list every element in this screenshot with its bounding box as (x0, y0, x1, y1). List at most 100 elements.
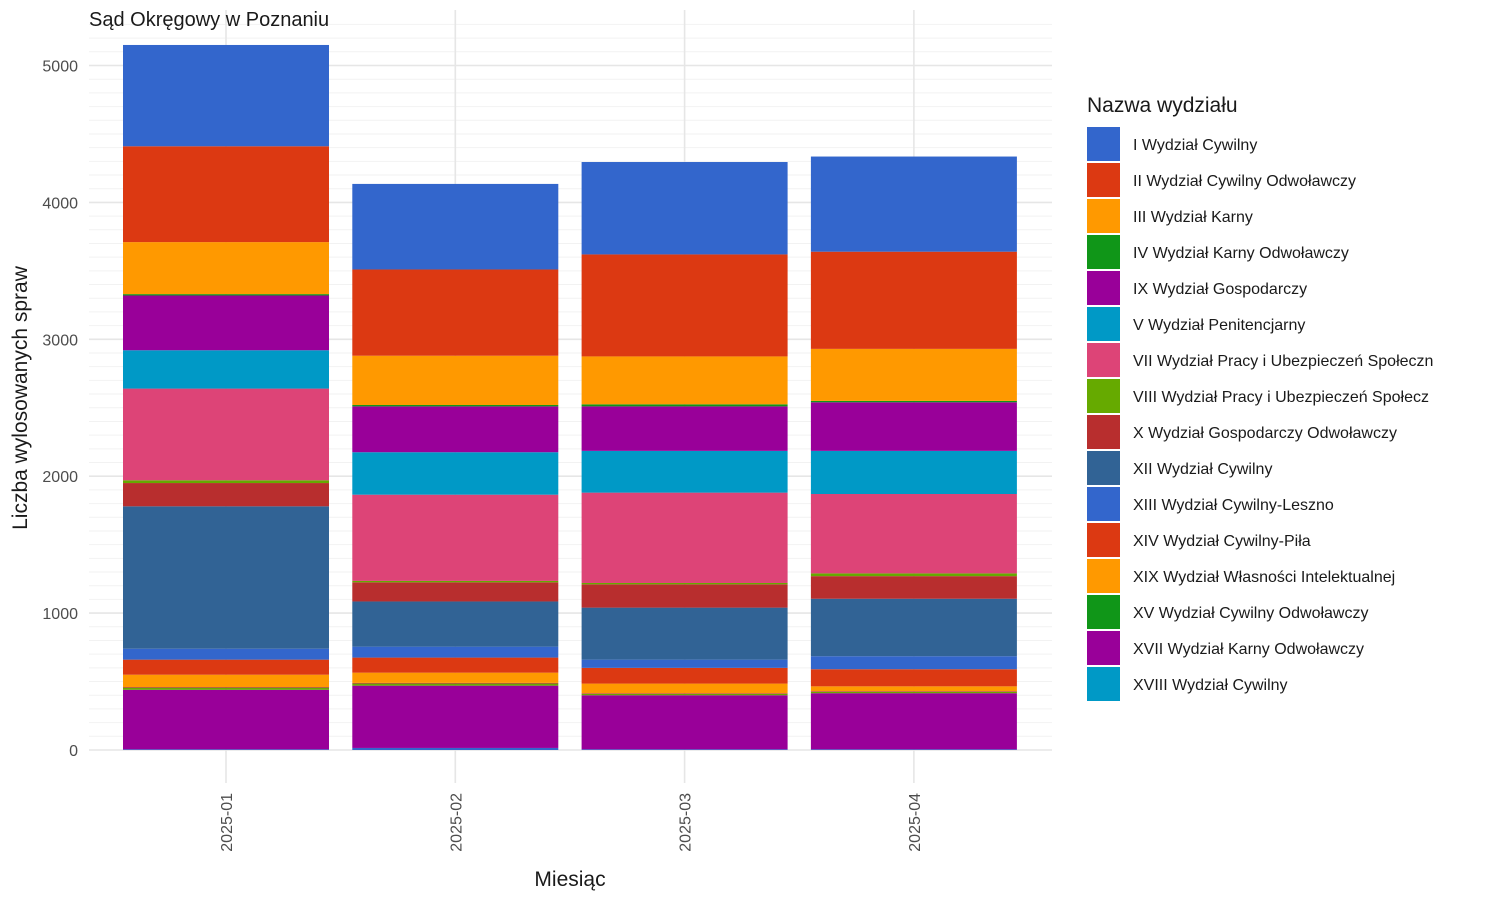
legend-label: XVIII Wydział Cywilny (1133, 677, 1288, 694)
bar-segment (123, 242, 329, 295)
bar-segment (810, 348, 1017, 401)
bar-segment (581, 404, 788, 407)
legend-swatch (1087, 559, 1120, 593)
legend-label: V Wydział Penitencjarny (1133, 317, 1305, 334)
bar-segment (123, 350, 329, 389)
legend-label: X Wydział Gospodarczy Odwoławczy (1133, 425, 1397, 442)
x-axis-title: Miesiąc (534, 868, 605, 891)
y-axis-title: Liczba wylosowanych spraw (9, 265, 32, 530)
bar-segment (581, 492, 788, 583)
bar-segment (810, 576, 1017, 599)
bar-segment (123, 749, 329, 750)
y-tick-label: 0 (69, 743, 78, 760)
bar-segment (352, 269, 559, 356)
bar-segment (810, 400, 1017, 403)
axis-layer: 0 1000 2000 3000 4000 5000 2025-01 2025-02 2025-… (42, 59, 923, 852)
legend-swatch (1087, 523, 1120, 557)
legend: Nazwa wydziału I Wydział Cywilny II Wydzi… (1087, 94, 1433, 701)
bar-segment (810, 691, 1017, 692)
legend-swatch (1087, 631, 1120, 665)
bar-segment (352, 580, 559, 583)
legend-swatch (1087, 379, 1120, 413)
x-tick-label: 2025-03 (678, 793, 695, 852)
legend-swatch (1087, 415, 1120, 449)
bar-segment (581, 450, 788, 493)
legend-swatch (1087, 271, 1120, 305)
y-tick-label: 3000 (42, 332, 78, 349)
bar-segment (123, 388, 329, 481)
bar-segment (123, 44, 329, 147)
legend-swatch (1087, 199, 1120, 233)
bar-segment (581, 749, 788, 750)
y-tick-label: 5000 (42, 59, 78, 76)
legend-swatch (1087, 307, 1120, 341)
legend-swatch (1087, 163, 1120, 197)
x-tick-label: 2025-04 (907, 793, 924, 852)
bar-segment (352, 355, 559, 406)
bar-segment (581, 693, 788, 696)
bar-segment (352, 646, 559, 658)
bar-segment (581, 582, 788, 585)
bar-segment (581, 695, 788, 750)
bar-segment (352, 452, 559, 495)
bar-segment (123, 689, 329, 750)
legend-label: I Wydział Cywilny (1133, 137, 1257, 154)
bar-segment (352, 601, 559, 647)
bar-segment (810, 656, 1017, 670)
bar-segment (352, 406, 559, 453)
bar-segment (810, 669, 1017, 687)
bar-segment (352, 685, 559, 748)
legend-label: XIV Wydział Cywilny-Piła (1133, 533, 1311, 550)
bar-segment (123, 295, 329, 351)
legend-label: III Wydział Karny (1133, 209, 1253, 226)
bar-segment (123, 659, 329, 675)
bar-segment (810, 693, 1017, 750)
bar-segment (123, 294, 329, 296)
y-tick-label: 4000 (42, 195, 78, 212)
legend-swatch (1087, 127, 1120, 161)
bar-segment (581, 693, 788, 694)
bar-segment (810, 573, 1017, 577)
bar-segment (352, 683, 559, 686)
x-tick-label: 2025-01 (219, 793, 236, 852)
legend-title: Nazwa wydziału (1087, 94, 1238, 117)
bar-segment (810, 691, 1017, 694)
legend-swatch (1087, 451, 1120, 485)
bar-segment (810, 686, 1017, 692)
y-tick-label: 2000 (42, 469, 78, 486)
bar-segment (810, 749, 1017, 750)
legend-label: VII Wydział Pracy i Ubezpieczeń Społeczn (1133, 353, 1433, 370)
bar-segment (581, 683, 788, 694)
legend-label: II Wydział Cywilny Odwoławczy (1133, 173, 1356, 190)
legend-label: IX Wydział Gospodarczy (1133, 281, 1307, 298)
legend-swatch (1087, 235, 1120, 269)
bar-segment (581, 162, 788, 255)
bar-segment (123, 648, 329, 660)
bar-segment (123, 146, 329, 243)
bar-segment (352, 494, 559, 581)
bar-segment (810, 598, 1017, 657)
bar-segment (123, 480, 329, 484)
legend-label: VIII Wydział Pracy i Ubezpieczeń Społecz (1133, 389, 1429, 406)
legend-label: XII Wydział Cywilny (1133, 461, 1272, 478)
legend-swatch (1087, 595, 1120, 629)
bars-layer (123, 44, 1017, 750)
bar-segment (123, 687, 329, 688)
bar-segment (810, 402, 1017, 451)
bar-segment (581, 659, 788, 668)
x-tick-label: 2025-02 (448, 793, 465, 852)
bar-segment (352, 682, 559, 684)
bar-segment (581, 356, 788, 405)
bar-segment (123, 506, 329, 649)
bar-segment (810, 251, 1017, 349)
legend-swatch (1087, 343, 1120, 377)
chart-title: Sąd Okręgowy w Poznaniu (89, 9, 329, 31)
bar-segment (810, 493, 1017, 574)
bar-segment (352, 183, 559, 270)
bar-segment (123, 687, 329, 690)
bar-segment (810, 450, 1017, 494)
bar-segment (352, 657, 559, 673)
bar-segment (581, 667, 788, 684)
bar-segment (123, 483, 329, 507)
